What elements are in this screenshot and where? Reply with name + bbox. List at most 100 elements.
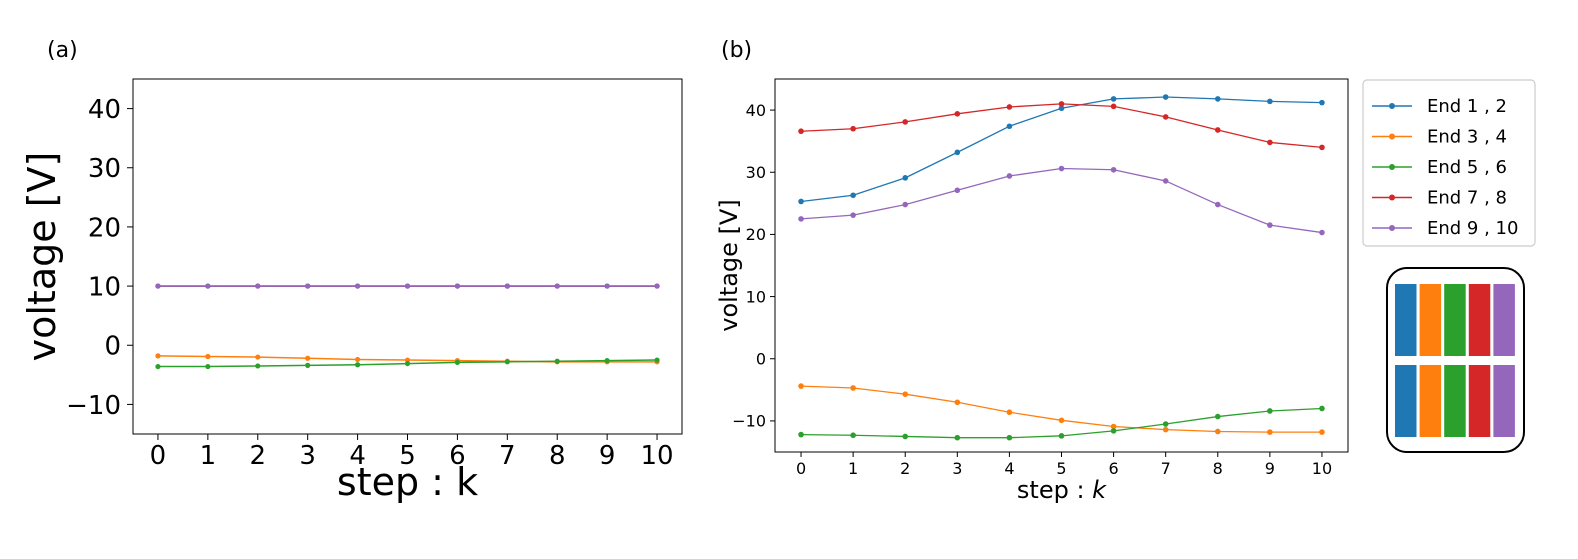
chart-b-data-point [1162, 94, 1169, 100]
chart-b-data-point [1267, 98, 1273, 105]
chart-b-data-point [798, 216, 804, 222]
chart-a-ytick-label: 20 [88, 213, 121, 243]
chart-a-data-point [404, 360, 411, 367]
chart-b-data-point [850, 432, 856, 439]
chart-b-data-point [1110, 428, 1117, 434]
chart-a-data-point [654, 357, 660, 363]
chart-a-data-point [504, 359, 510, 365]
chart-a: 0 1 2 3 4 5 6 7 8 9 10 −10 0 10 20 30 40 step : k voltage … [20, 78, 683, 504]
chart-a-data-point [255, 363, 261, 369]
legend-marker [1389, 103, 1395, 109]
chart-a-data-point [205, 353, 211, 360]
chart-a-data-point [155, 363, 161, 370]
chart-b-data-point [1058, 433, 1065, 439]
chart-a-xtick-label: 1 [200, 441, 217, 471]
chart-b-data-point [1058, 165, 1065, 172]
chart-b-data-point [954, 434, 961, 441]
panel-a-label: (a) [47, 38, 78, 63]
panel-b-label: (b) [721, 38, 752, 63]
electrode-bar [1395, 365, 1417, 437]
chart-a-data-point [255, 354, 261, 360]
chart-b-data-point [1110, 423, 1117, 430]
chart-a-xtick-label: 10 [640, 441, 673, 471]
chart-b-data-point [850, 125, 856, 132]
chart-b-data-point [1162, 426, 1169, 433]
chart-b-ytick-label: 40 [746, 101, 766, 120]
chart-b-ytick-label: 10 [746, 287, 766, 306]
chart-b-data-point [1110, 103, 1117, 110]
legend-entry-label: End 1 , 2 [1427, 96, 1507, 117]
chart-a-data-point [404, 283, 411, 289]
chart-b-data-point [850, 385, 856, 391]
chart-a-data-point [155, 353, 161, 359]
chart-b-xtick-label: 1 [848, 459, 858, 478]
chart-b-data-point [1110, 166, 1117, 173]
chart-a-data-point [354, 283, 361, 289]
chart-a-xtick-label: 0 [150, 441, 167, 471]
chart-b-data-point [902, 175, 909, 181]
chart-a-data-point [205, 363, 211, 370]
chart-b-data-point [1319, 99, 1325, 106]
legend-entry-label: End 5 , 6 [1427, 157, 1507, 178]
chart-a-xtick-label: 2 [249, 441, 266, 471]
chart-a-xtick-label: 3 [299, 441, 316, 471]
chart-a-xtick-label: 4 [349, 441, 366, 471]
chart-a-data-point [554, 283, 560, 289]
chart-b-data-point [954, 399, 961, 406]
legend-entry-label: End 3 , 4 [1427, 127, 1507, 148]
legend-entry-label: End 7 , 8 [1427, 188, 1507, 209]
chart-b-data-point [798, 128, 804, 135]
chart-b-data-point [1214, 96, 1221, 102]
chart-a-xtick-label: 7 [499, 441, 516, 471]
chart-b-data-point [1319, 405, 1325, 412]
electrode-bar [1444, 365, 1466, 437]
chart-b-data-point [1006, 104, 1013, 110]
chart-b-xtick-label: 8 [1213, 459, 1223, 478]
chart-b-data-point [798, 383, 804, 389]
chart-b-xtick-label: 7 [1161, 459, 1171, 478]
chart-b-xtick-label: 3 [952, 459, 962, 478]
chart-a-data-point [205, 283, 211, 289]
chart-a-xtick-label: 5 [399, 441, 416, 471]
chart-b-data-point [1006, 434, 1013, 441]
chart-b-ytick-label: 30 [746, 163, 766, 182]
chart-a-y-axis-label: voltage [V] [20, 152, 64, 362]
chart-b: 0 1 2 3 4 5 6 7 8 9 10 −10 0 10 20 30 40 step : k voltage … [715, 78, 1349, 504]
chart-a-data-point [305, 283, 311, 289]
chart-a-data-point [305, 355, 311, 361]
chart-b-data-point [1162, 421, 1169, 427]
chart-b-data-point [1319, 229, 1325, 236]
chart-a-xtick-label: 6 [449, 441, 466, 471]
electrode-bar [1468, 365, 1491, 437]
chart-b-series-line-5 [800, 167, 1323, 234]
electrode-bar [1395, 284, 1417, 356]
chart-b-data-point [850, 192, 856, 199]
chart-b-data-point [798, 431, 804, 438]
electrode-bar [1419, 284, 1442, 356]
chart-b-data-point [1319, 429, 1325, 435]
chart-b-data-point [1267, 429, 1273, 435]
chart-a-data-point [354, 356, 361, 363]
chart-b-xtick-label: 6 [1108, 459, 1118, 478]
chart-a-axes-frame [132, 78, 683, 435]
legend-marker [1389, 225, 1395, 231]
chart-a-data-point [554, 358, 560, 364]
chart-b-xtick-label: 0 [796, 459, 806, 478]
chart-b-data-point [1214, 413, 1221, 420]
chart-a-ytick-label: 0 [104, 332, 121, 362]
chart-b-data-point [1006, 123, 1013, 130]
legend-marker [1389, 164, 1395, 170]
chart-b-data-point [1110, 96, 1117, 102]
chart-a-x-axis-label: step : k [337, 460, 478, 504]
electrode-diagram [1386, 267, 1525, 453]
chart-a-ytick-label: 10 [88, 272, 121, 302]
electrode-bar [1444, 284, 1466, 356]
chart-b-xtick-label: 5 [1056, 459, 1066, 478]
chart-b-data-point [1058, 101, 1065, 107]
legend-box [1362, 79, 1536, 247]
chart-a-data-point [305, 362, 311, 368]
chart-b-data-point [1058, 105, 1065, 112]
chart-a-data-point [354, 362, 361, 368]
chart-a-data-point [454, 283, 461, 289]
